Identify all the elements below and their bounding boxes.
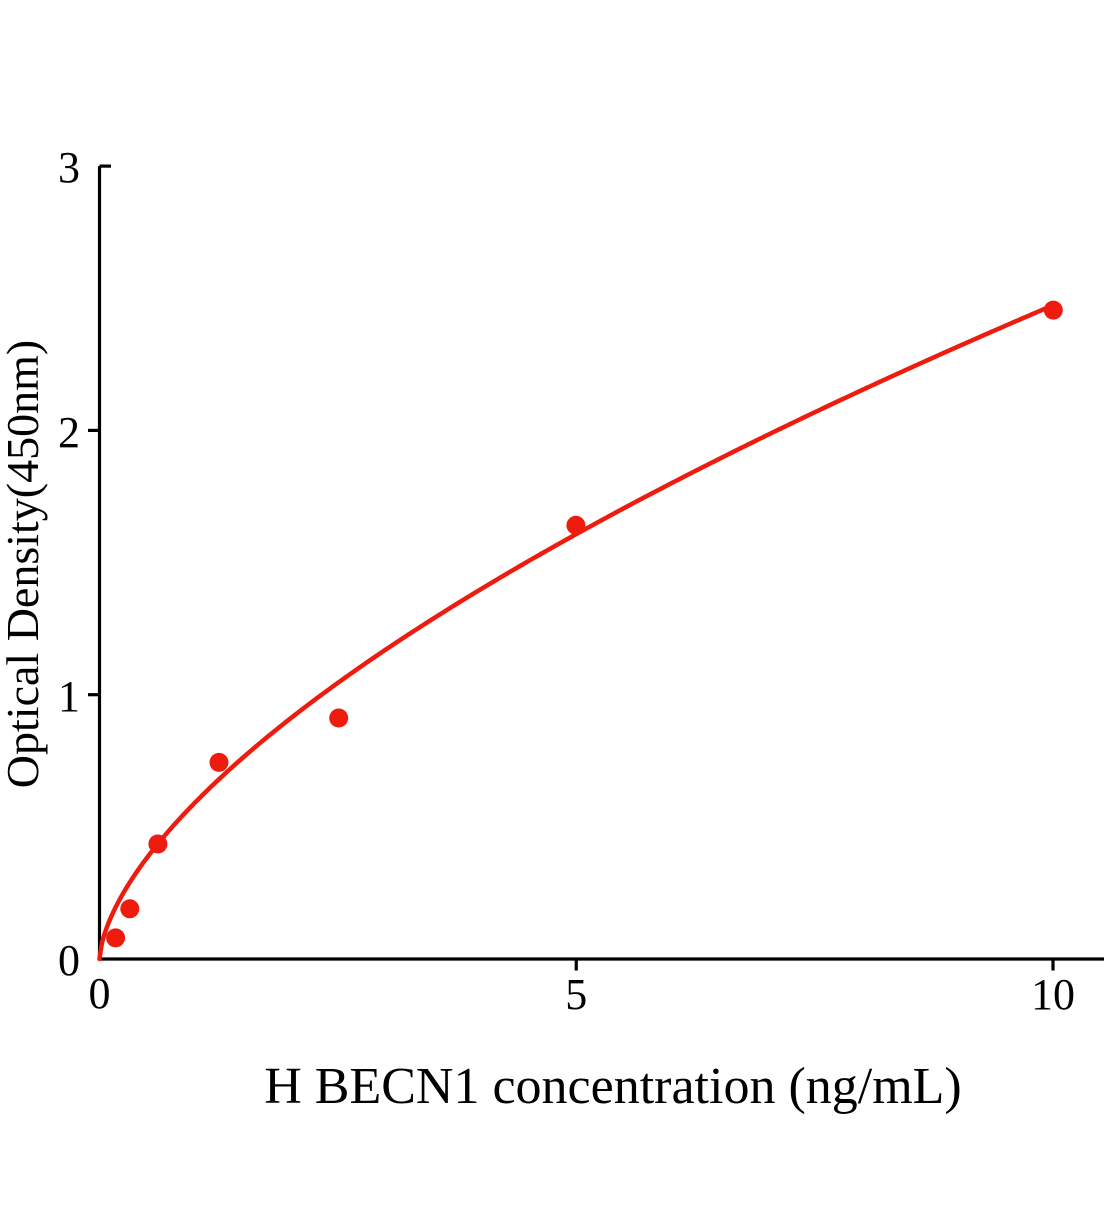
svg-text:0: 0 <box>58 936 80 985</box>
svg-text:10: 10 <box>1031 970 1075 1019</box>
svg-text:H BECN1 concentration (ng/mL): H BECN1 concentration (ng/mL) <box>264 1058 962 1115</box>
svg-text:0: 0 <box>89 969 111 1018</box>
svg-text:5: 5 <box>565 970 587 1019</box>
svg-text:1: 1 <box>58 672 80 721</box>
svg-text:Optical Density(450nm): Optical Density(450nm) <box>0 340 48 788</box>
svg-text:2: 2 <box>58 408 80 457</box>
svg-text:3: 3 <box>58 143 80 192</box>
